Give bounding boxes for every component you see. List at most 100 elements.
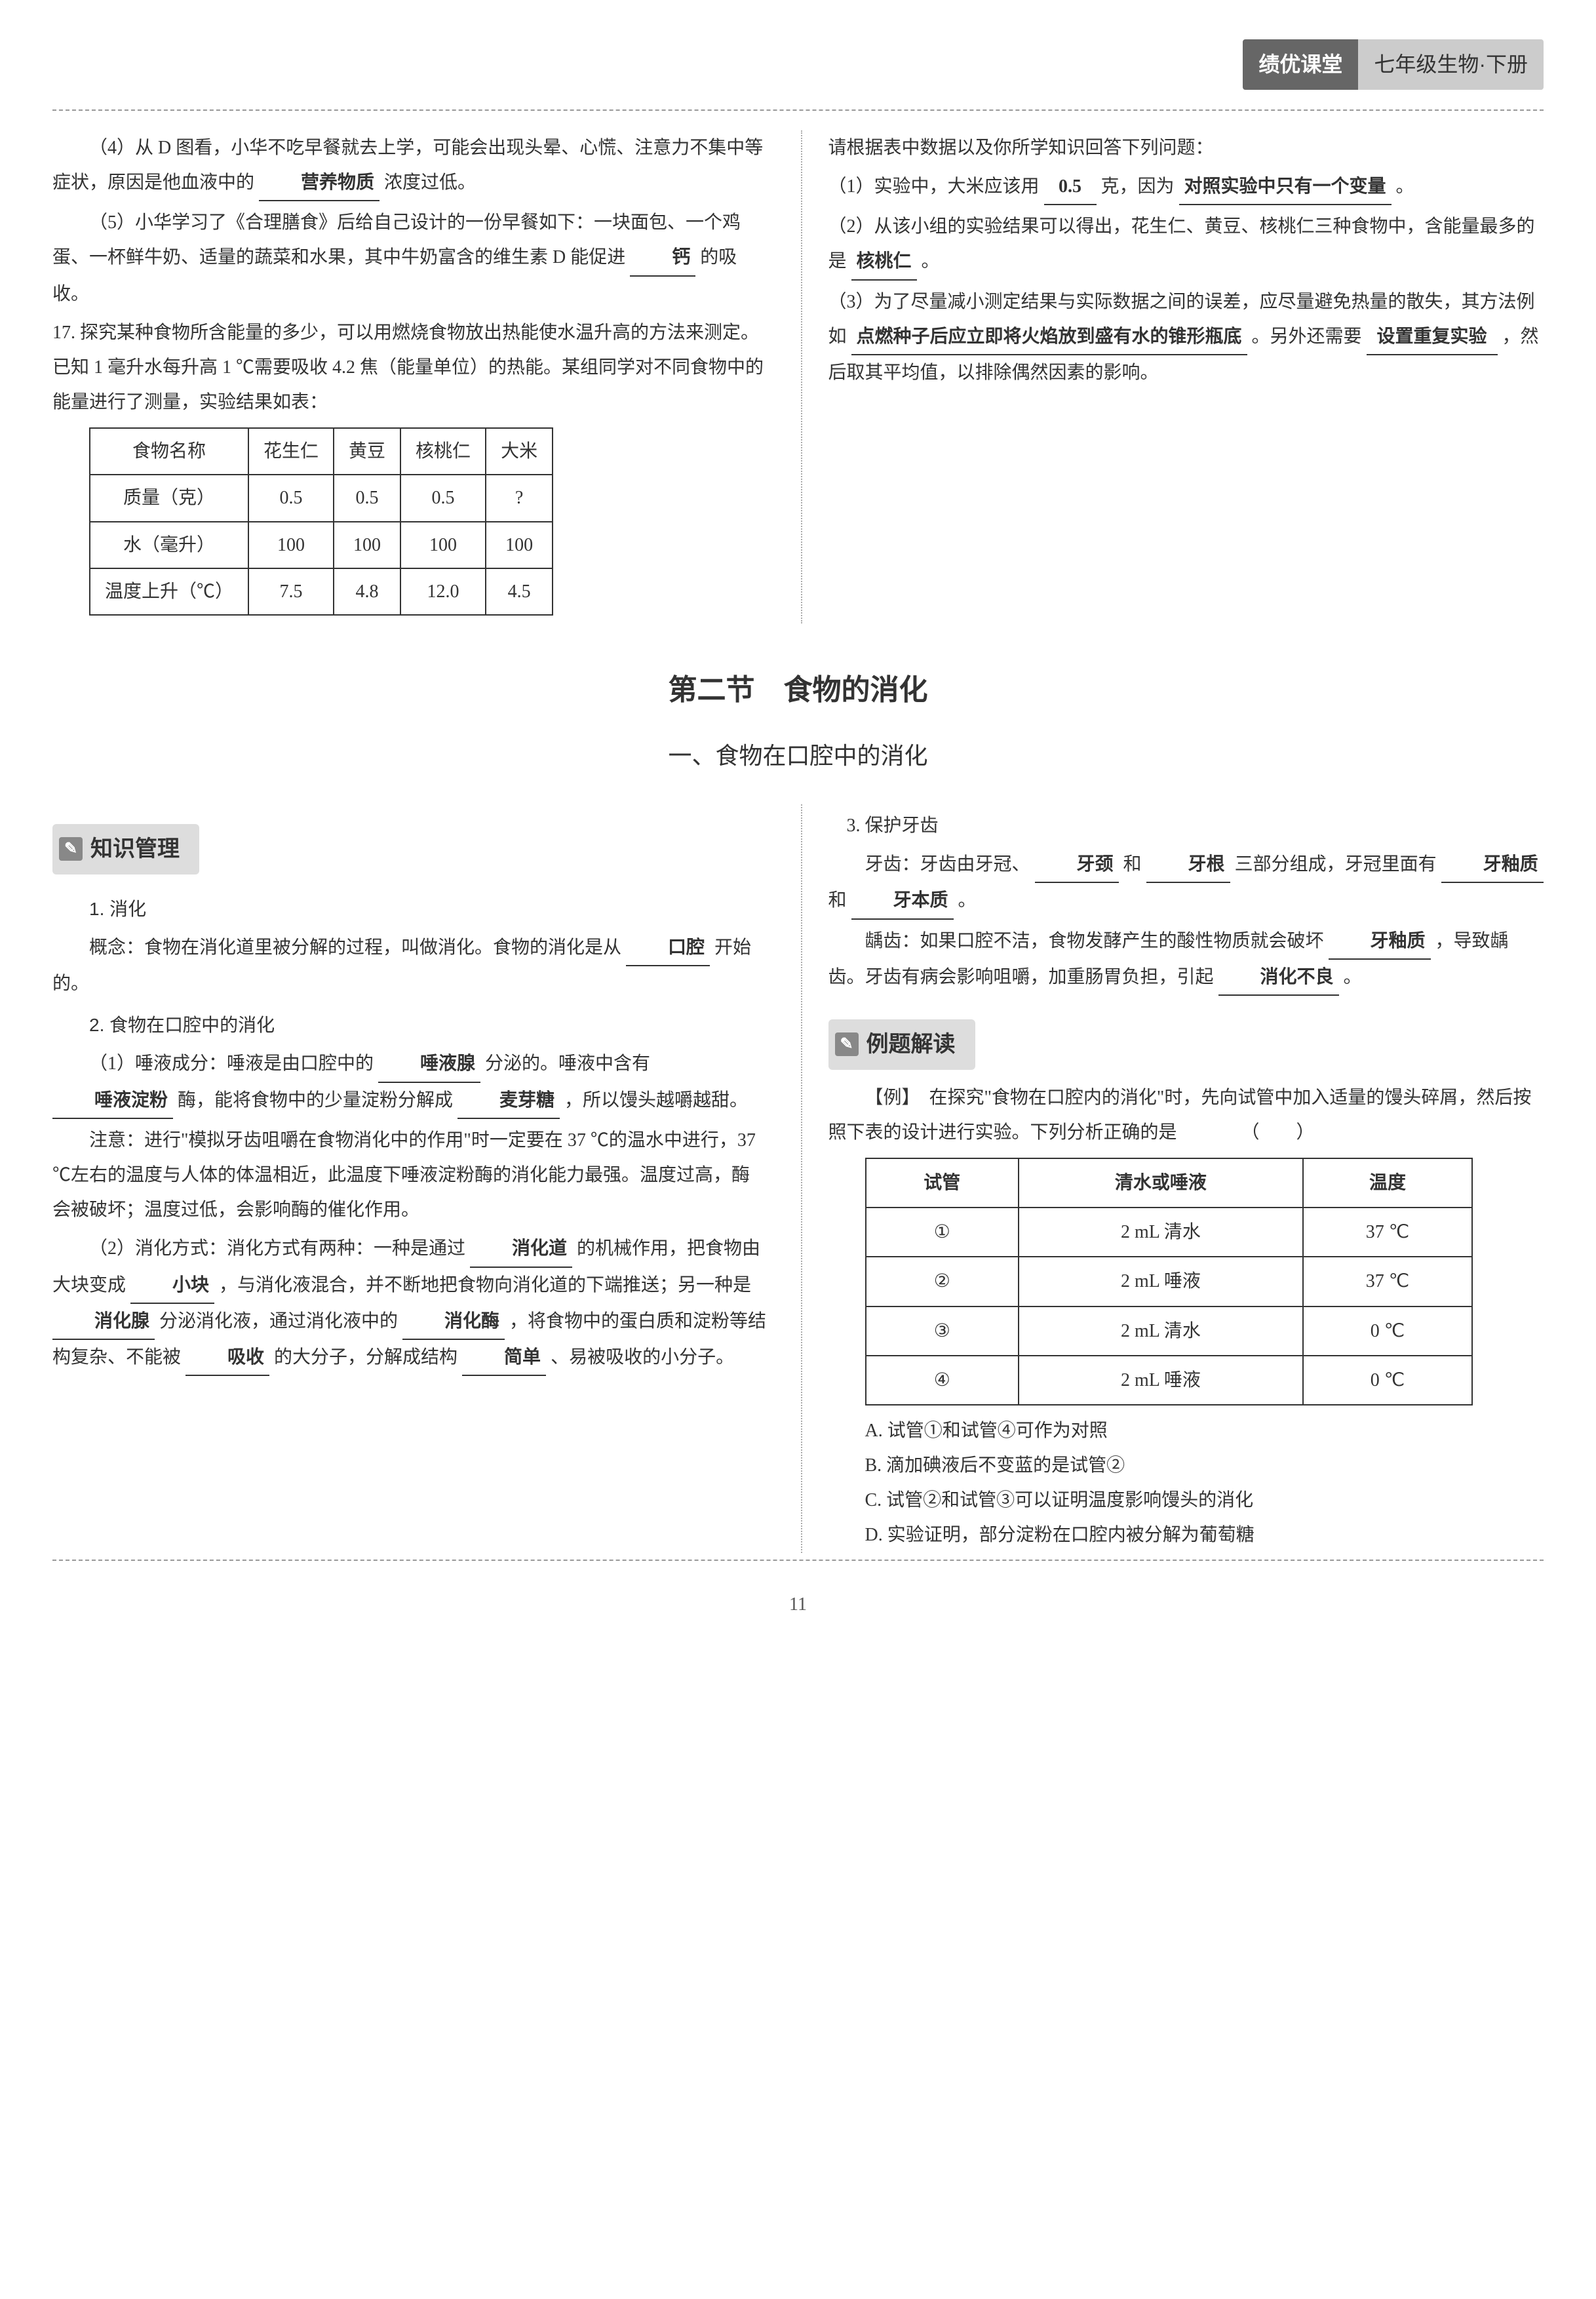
cell: 7.5 <box>248 568 334 615</box>
th-2: 黄豆 <box>334 428 400 475</box>
cell: ? <box>486 475 553 521</box>
cell: 100 <box>248 522 334 568</box>
cell: 0.5 <box>334 475 400 521</box>
p1-blank: 口腔 <box>626 930 710 966</box>
ex-cell: 0 ℃ <box>1303 1307 1472 1356</box>
ex-th-1: 清水或唾液 <box>1019 1158 1303 1208</box>
tr-q2: （2）从该小组的实验结果可以得出，花生仁、黄豆、核桃仁三种食物中，含能量最多的是… <box>828 209 1544 280</box>
p2: （1）唾液成分：唾液是由口腔中的 唾液腺 分泌的。唾液中含有 唾液淀粉 酶，能将… <box>52 1046 768 1118</box>
ex-cell: 2 mL 唾液 <box>1019 1257 1303 1306</box>
ex-cell: 2 mL 唾液 <box>1019 1356 1303 1405</box>
sub-section-title: 一、食物在口腔中的消化 <box>52 734 1544 778</box>
food-energy-table: 食物名称 花生仁 黄豆 核桃仁 大米 质量（克） 0.5 0.5 0.5 ? 水… <box>89 427 553 616</box>
cell: 0.5 <box>248 475 334 521</box>
p3c: ，与消化液混合，并不断地把食物向消化道的下端推送；另一种是 <box>219 1275 751 1295</box>
cell: 水（毫升） <box>90 522 248 568</box>
ex-cell: ① <box>866 1208 1019 1257</box>
p4: 牙齿：牙齿由牙冠、 牙颈 和 牙根 三部分组成，牙冠里面有 牙釉质 和 牙本质 … <box>828 847 1544 919</box>
p5-blank2: 消化不良 <box>1218 960 1339 996</box>
q4-text: （4）从 D 图看，小华不吃早餐就去上学，可能会出现头晕、心慌、注意力不集中等症… <box>52 130 768 201</box>
cell: 0.5 <box>400 475 486 521</box>
pencil-icon: ✎ <box>59 837 83 861</box>
q4-tail: 浓度过低。 <box>384 172 476 193</box>
p4-blank2: 牙根 <box>1146 847 1230 883</box>
knowledge-tag: ✎ 知识管理 <box>52 824 199 874</box>
ex-cell: 0 ℃ <box>1303 1356 1472 1405</box>
tr-q1-blank1: 0.5 <box>1044 169 1097 205</box>
p3-blank6: 简单 <box>462 1340 546 1376</box>
cell: 4.8 <box>334 568 400 615</box>
table-row: 水（毫升） 100 100 100 100 <box>90 522 553 568</box>
top-two-column: （4）从 D 图看，小华不吃早餐就去上学，可能会出现头晕、心慌、注意力不集中等症… <box>52 130 1544 623</box>
ex-row: ② 2 mL 唾液 37 ℃ <box>866 1257 1473 1306</box>
bottom-right-column: 3. 保护牙齿 牙齿：牙齿由牙冠、 牙颈 和 牙根 三部分组成，牙冠里面有 牙釉… <box>801 804 1544 1553</box>
table-row: 温度上升（℃） 7.5 4.8 12.0 4.5 <box>90 568 553 615</box>
p5-blank1: 牙釉质 <box>1329 924 1431 960</box>
section-title: 第二节 食物的消化 <box>52 663 1544 718</box>
p3g: 、易被吸收的小分子。 <box>551 1347 734 1367</box>
p1: 概念：食物在消化道里被分解的过程，叫做消化。食物的消化是从 口腔 开始的。 <box>52 930 768 1001</box>
page-header: 绩优课堂 七年级生物·下册 <box>52 39 1544 90</box>
h3-teeth: 3. 保护牙齿 <box>847 808 1544 843</box>
bottom-left-column: ✎ 知识管理 1. 消化 概念：食物在消化道里被分解的过程，叫做消化。食物的消化… <box>52 804 768 1553</box>
cell: 100 <box>486 522 553 568</box>
p4b: 和 <box>1123 854 1142 874</box>
cell: 100 <box>400 522 486 568</box>
q17-intro: 17. 探究某种食物所含能量的多少，可以用燃烧食物放出热能使水温升高的方法来测定… <box>52 315 768 420</box>
p2c: 酶，能将食物中的少量淀粉分解成 <box>178 1090 453 1110</box>
ex-cell: ④ <box>866 1356 1019 1405</box>
tr-q3: （3）为了尽量减小测定结果与实际数据之间的误差，应尽量避免热量的散失，其方法例如… <box>828 285 1544 391</box>
p3d: 分泌消化液，通过消化液中的 <box>159 1311 398 1331</box>
th-1: 花生仁 <box>248 428 334 475</box>
q5-blank: 钙 <box>630 240 695 276</box>
th-0: 食物名称 <box>90 428 248 475</box>
ex-cell: ③ <box>866 1307 1019 1356</box>
h2-oral: 2. 食物在口腔中的消化 <box>89 1008 768 1042</box>
p3: （2）消化方式：消化方式有两种：一种是通过 消化道 的机械作用，把食物由大块变成… <box>52 1231 768 1376</box>
p4d: 和 <box>828 890 847 911</box>
p2a: （1）唾液成分：唾液是由口腔中的 <box>89 1053 374 1074</box>
page-number: 11 <box>52 1587 1544 1622</box>
p4-blank1: 牙颈 <box>1035 847 1119 883</box>
example-table: 试管 清水或唾液 温度 ① 2 mL 清水 37 ℃ ② 2 mL 唾液 37 … <box>865 1158 1473 1405</box>
cell: 4.5 <box>486 568 553 615</box>
example-tag-label: 例题解读 <box>866 1023 956 1066</box>
th-4: 大米 <box>486 428 553 475</box>
table-row: 质量（克） 0.5 0.5 0.5 ? <box>90 475 553 521</box>
cell: 12.0 <box>400 568 486 615</box>
p3-blank5: 吸收 <box>185 1340 269 1376</box>
q4-blank: 营养物质 <box>259 165 380 201</box>
p4a: 牙齿：牙齿由牙冠、 <box>865 854 1030 874</box>
cell: 温度上升（℃） <box>90 568 248 615</box>
q5-text: （5）小华学习了《合理膳食》后给自己设计的一份早餐如下：一块面包、一个鸡蛋、一杯… <box>52 205 768 311</box>
h1-digest: 1. 消化 <box>89 892 768 926</box>
ex-cell: 2 mL 清水 <box>1019 1208 1303 1257</box>
p5c: 。 <box>1344 967 1362 987</box>
p4-blank3: 牙釉质 <box>1441 847 1544 883</box>
th-3: 核桃仁 <box>400 428 486 475</box>
option-b: B. 滴加碘液后不变蓝的是试管② <box>865 1448 1544 1483</box>
tr-q2-blank: 核桃仁 <box>851 244 917 280</box>
p3-blank2: 小块 <box>130 1268 214 1304</box>
tr-q3b: 。另外还需要 <box>1252 326 1362 347</box>
header-tab: 绩优课堂 七年级生物·下册 <box>1243 39 1544 90</box>
example-tag: ✎ 例题解读 <box>828 1019 975 1070</box>
top-divider <box>52 109 1544 111</box>
tr-intro: 请根据表中数据以及你所学知识回答下列问题： <box>828 130 1544 165</box>
ex-header-row: 试管 清水或唾液 温度 <box>866 1158 1473 1208</box>
p2b: 分泌的。唾液中含有 <box>485 1053 650 1074</box>
p5a: 龋齿：如果口腔不洁，食物发酵产生的酸性物质就会破坏 <box>865 931 1324 951</box>
p3-blank1: 消化道 <box>470 1231 572 1267</box>
p4-blank4: 牙本质 <box>851 883 954 919</box>
p1a: 概念：食物在消化道里被分解的过程，叫做消化。食物的消化是从 <box>89 937 621 958</box>
p3a: （2）消化方式：消化方式有两种：一种是通过 <box>89 1238 465 1259</box>
example-intro: 【例】 在探究"食物在口腔内的消化"时，先向试管中加入适量的馒头碎屑，然后按照下… <box>828 1080 1544 1150</box>
tr-q3-blank2: 设置重复实验 <box>1367 319 1498 355</box>
p3f: 的大分子，分解成结构 <box>274 1347 457 1367</box>
ex-row: ③ 2 mL 清水 0 ℃ <box>866 1307 1473 1356</box>
option-c: C. 试管②和试管③可以证明温度影响馒头的消化 <box>865 1483 1544 1518</box>
tr-q3-blank1: 点燃种子后应立即将火焰放到盛有水的锥形瓶底 <box>851 319 1247 355</box>
tr-q2b: 。 <box>922 251 940 271</box>
tr-q1b: 克，因为 <box>1101 176 1175 197</box>
cell: 100 <box>334 522 400 568</box>
